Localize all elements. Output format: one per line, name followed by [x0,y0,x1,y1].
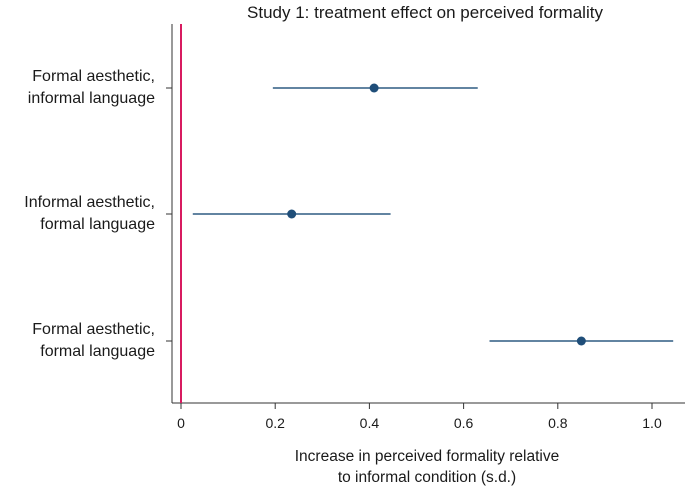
x-axis-label: to informal condition (s.d.) [338,469,516,486]
category-label: formal language [40,216,155,233]
point-estimate [287,209,297,219]
category-label: Formal aesthetic, [32,68,155,85]
x-tick-label: 0.6 [454,415,474,431]
x-tick-label: 0.2 [265,415,285,431]
chart-title: Study 1: treatment effect on perceived f… [247,3,603,22]
x-axis-label: Increase in perceived formality relative [295,448,559,465]
plot-area: 0 0.2 0.4 0.6 0.8 1.0 Formal aesthetic, informa… [24,24,685,486]
point-estimate [369,83,379,93]
x-tick-label: 0.8 [548,415,568,431]
point-estimate [576,336,586,346]
category-label: informal language [28,90,155,107]
x-tick-label: 0 [177,415,185,431]
category-label: Informal aesthetic, [24,194,155,211]
category-label: formal language [40,343,155,360]
category-label: Formal aesthetic, [32,321,155,338]
x-tick-label: 1.0 [642,415,662,431]
x-tick-label: 0.4 [360,415,380,431]
